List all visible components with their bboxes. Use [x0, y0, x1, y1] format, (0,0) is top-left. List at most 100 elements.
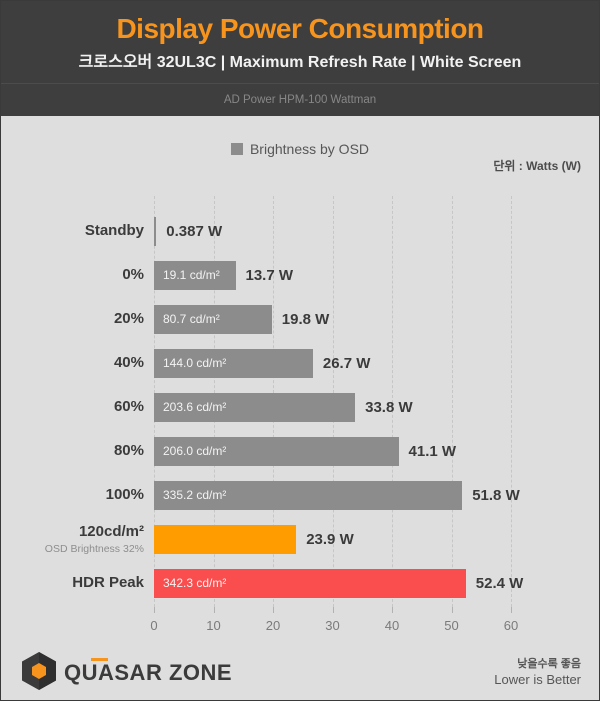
axis-tick-label: 40: [384, 618, 400, 633]
row-sublabel: OSD Brightness 32%: [44, 542, 144, 555]
legend-label: Brightness by OSD: [249, 141, 370, 157]
plot-area: 0 10 20 30 40 50 60 Standby 0.387 W 0% 19.1 cd/m² 1…: [1, 196, 599, 633]
legend: Brightness by OSD: [1, 141, 599, 157]
row-label: 100%: [105, 486, 144, 504]
unit-label: 단위 : Watts (W): [493, 159, 581, 173]
footer: QUASAR ZONE 낮을수록 좋음 Lower is Better: [1, 642, 599, 700]
bar-row: 60% 203.6 cd/m² 33.8 W: [1, 385, 599, 429]
axis-tick: [451, 607, 453, 613]
bar-inner-label: 80.7 cd/m²: [163, 312, 220, 326]
header: Display Power Consumption 크로스오버 32UL3C |…: [1, 1, 599, 116]
axis-tick: [511, 607, 512, 613]
bar-track: 0.387 W: [154, 216, 599, 246]
bar-inner-label: 203.6 cd/m²: [163, 400, 227, 414]
bar-row: 0% 19.1 cd/m² 13.7 W: [1, 253, 599, 297]
bar-inner-label: 206.0 cd/m²: [163, 444, 227, 458]
bar-row: 20% 80.7 cd/m² 19.8 W: [1, 297, 599, 341]
note-korean: 낮을수록 좋음: [517, 658, 581, 670]
row-label-cell: 120cd/m² OSD Brightness 32%: [1, 523, 154, 554]
row-label-cell: HDR Peak: [1, 574, 154, 591]
bar: 203.6 cd/m²: [154, 392, 356, 422]
row-label: 60%: [113, 398, 144, 416]
axis-tick: [332, 607, 334, 613]
axis-tick: [213, 607, 215, 613]
bar-track: 203.6 cd/m² 33.8 W: [154, 392, 599, 422]
bar-row: HDR Peak 342.3 cd/m² 52.4 W: [1, 561, 599, 605]
bar: 19.1 cd/m²: [154, 260, 236, 290]
axis-tick-label: 30: [325, 618, 340, 633]
axis-tick: [154, 607, 155, 613]
row-label-cell: Standby: [1, 222, 154, 239]
bar: 144.0 cd/m²: [154, 348, 313, 378]
hexagon-logo-icon: [22, 652, 56, 690]
row-label-cell: 80%: [1, 442, 154, 459]
bar-row: 100% 335.2 cd/m² 51.8 W: [1, 473, 599, 517]
axis-tick-label: 20: [265, 618, 281, 633]
note-english: Lower is Better: [494, 672, 581, 687]
brand-accent-bar: [91, 657, 108, 661]
legend-swatch-icon: [230, 143, 243, 155]
row-label: 0%: [122, 266, 144, 284]
row-label-cell: 40%: [1, 354, 154, 371]
bar-value-label: 0.387 W: [166, 222, 223, 240]
bar-value-label: 23.9 W: [306, 530, 354, 548]
bar-track: 19.1 cd/m² 13.7 W: [154, 260, 599, 290]
axis-tick-label: 10: [206, 618, 221, 633]
row-label: HDR Peak: [72, 574, 144, 592]
bar: [154, 524, 297, 554]
bar-track: 144.0 cd/m² 26.7 W: [154, 348, 599, 378]
axis-tick-label: 50: [444, 618, 459, 633]
row-label-cell: 20%: [1, 310, 154, 327]
bar-track: 23.9 W: [154, 524, 599, 554]
page-title: Display Power Consumption: [116, 13, 484, 44]
bar-value-label: 51.8 W: [472, 486, 520, 504]
chart-area: Brightness by OSD 단위 : Watts (W) 0 10 20 30…: [1, 116, 599, 647]
bar-row: 120cd/m² OSD Brightness 32% 23.9 W: [1, 517, 599, 561]
row-label: 40%: [113, 354, 144, 372]
bar-row: 80% 206.0 cd/m² 41.1 W: [1, 429, 599, 473]
bar: 342.3 cd/m²: [154, 568, 466, 598]
bar-track: 342.3 cd/m² 52.4 W: [154, 568, 599, 598]
bar: 80.7 cd/m²: [154, 304, 272, 334]
brand-text: QUASAR ZONE: [64, 659, 233, 685]
bar-inner-label: 144.0 cd/m²: [163, 356, 227, 370]
bar-track: 80.7 cd/m² 19.8 W: [154, 304, 599, 334]
gridline: [392, 196, 393, 607]
bar-row: 40% 144.0 cd/m² 26.7 W: [1, 341, 599, 385]
bar-row: Standby 0.387 W: [1, 209, 599, 253]
bar-inner-label: 342.3 cd/m²: [163, 576, 227, 590]
axis-tick: [273, 607, 274, 613]
footer-notes: 낮을수록 좋음 Lower is Better: [494, 655, 581, 687]
bar-inner-label: 19.1 cd/m²: [163, 268, 220, 282]
quasarzone-logo: QUASAR ZONE: [21, 651, 232, 691]
axis-tick-label: 60: [503, 618, 519, 633]
gridline: [511, 196, 512, 607]
bar: 206.0 cd/m²: [154, 436, 399, 466]
row-label: 80%: [113, 442, 144, 460]
row-label: Standby: [84, 222, 144, 240]
bar-inner-label: 335.2 cd/m²: [163, 488, 227, 502]
axis-tick-label: 0: [150, 618, 158, 633]
gridline: [451, 196, 453, 607]
page-subtitle: 크로스오버 32UL3C | Maximum Refresh Rate | Wh…: [78, 54, 522, 71]
row-label-cell: 100%: [1, 486, 154, 503]
row-label: 120cd/m²: [78, 523, 144, 541]
bar-value-label: 13.7 W: [245, 266, 294, 284]
bar-rows: Standby 0.387 W 0% 19.1 cd/m² 13.7 W 20% 80.7 …: [1, 209, 599, 605]
bar-track: 206.0 cd/m² 41.1 W: [154, 436, 599, 466]
bar-value-label: 33.8 W: [365, 398, 413, 416]
bar-track: 335.2 cd/m² 51.8 W: [154, 480, 599, 510]
meter-band: AD Power HPM-100 Wattman: [1, 83, 599, 116]
bar-value-label: 52.4 W: [475, 574, 524, 592]
brand-wrap: QUASAR ZONE: [64, 657, 232, 686]
row-label-cell: 60%: [1, 398, 154, 415]
bar-value-label: 41.1 W: [408, 442, 457, 460]
row-label-cell: 0%: [1, 266, 154, 283]
bar-value-label: 19.8 W: [281, 310, 330, 328]
row-label: 20%: [113, 310, 144, 328]
bar: [154, 216, 157, 246]
bar: 335.2 cd/m²: [154, 480, 463, 510]
axis-tick: [392, 607, 393, 613]
bar-value-label: 26.7 W: [322, 354, 371, 372]
